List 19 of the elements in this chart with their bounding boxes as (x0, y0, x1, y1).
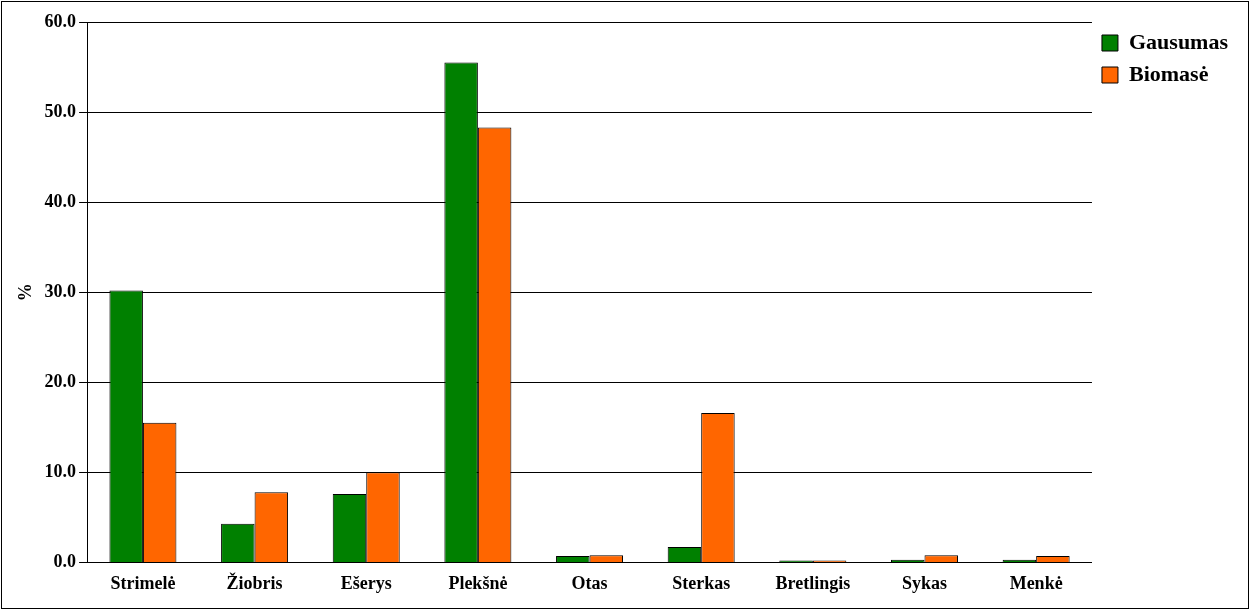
x-tick-label: Sykas (901, 572, 948, 593)
y-axis-title: % (15, 283, 36, 302)
x-tick-label: Sterkas (672, 572, 731, 593)
y-tick-label: 20.0 (44, 370, 77, 391)
legend-label: Biomasė (1128, 60, 1209, 86)
x-tick-label: Žiobris (226, 571, 283, 593)
legend-label: Gausumas (1128, 28, 1229, 54)
y-tick-label: 10.0 (44, 460, 77, 481)
x-tick-label: Plekšnė (448, 572, 508, 593)
y-tick-label: 30.0 (44, 280, 77, 301)
x-tick-label: Menkė (1009, 572, 1063, 593)
x-tick-label: Otas (571, 572, 608, 593)
y-tick-label: 40.0 (44, 190, 77, 211)
x-tick-label: Strimelė (110, 572, 176, 593)
y-tick-label: 0.0 (53, 551, 77, 572)
x-tick-label: Bretlingis (775, 572, 851, 593)
x-tick-label: Ešerys (340, 572, 392, 593)
y-tick-label: 60.0 (44, 10, 77, 31)
y-tick-label: 50.0 (44, 100, 77, 121)
